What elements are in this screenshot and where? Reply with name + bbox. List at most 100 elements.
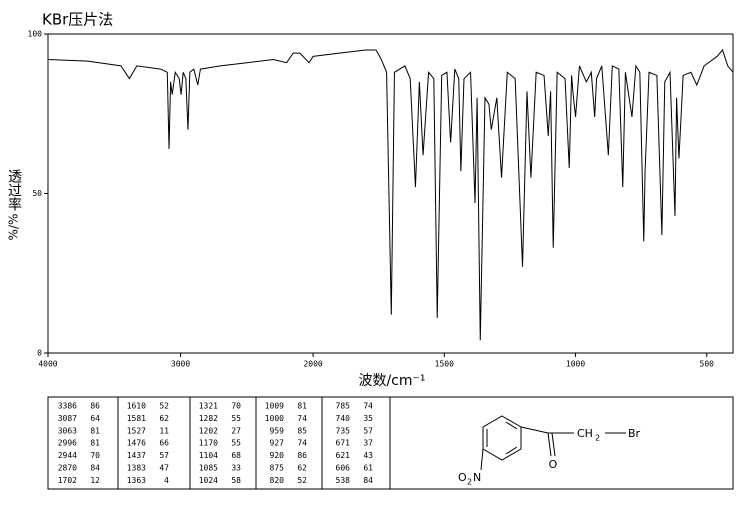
peak-wavenumber: 538 [336,476,351,485]
atom-label: Br [628,427,641,440]
peak-wavenumber: 671 [336,439,351,448]
atom-label: 2 [467,478,472,487]
peak-transmittance: 27 [231,426,241,435]
y-tick-label: 0 [37,349,42,358]
peak-transmittance: 12 [90,476,100,485]
peak-transmittance: 61 [363,464,373,473]
x-tick-label: 4000 [38,360,57,369]
peak-transmittance: 57 [363,426,373,435]
structure [480,415,626,471]
x-tick-label: 3000 [171,360,190,369]
peak-transmittance: 52 [297,476,307,485]
peak-wavenumber: 875 [270,464,285,473]
peak-wavenumber: 1202 [199,426,218,435]
peak-wavenumber: 1321 [199,402,218,411]
peak-wavenumber: 1000 [265,414,284,423]
peak-wavenumber: 1437 [127,451,146,460]
peak-wavenumber: 2944 [58,451,77,460]
peak-wavenumber: 740 [336,414,351,423]
peak-wavenumber: 1009 [265,402,284,411]
peak-transmittance: 74 [297,439,307,448]
peak-transmittance: 81 [90,439,100,448]
bond [547,432,552,457]
double-bond [505,421,518,430]
peak-transmittance: 74 [297,414,307,423]
peak-transmittance: 84 [363,476,373,485]
atom-label: O [458,471,467,484]
peak-transmittance: 47 [159,464,169,473]
y-axis-unit: %/% [7,214,21,241]
atom-label: N [473,471,481,484]
peak-wavenumber: 2996 [58,439,77,448]
peak-wavenumber: 920 [270,451,285,460]
peak-transmittance: 86 [297,451,307,460]
peak-transmittance: 62 [159,414,169,423]
peak-wavenumber: 1282 [199,414,218,423]
peak-wavenumber: 785 [336,402,351,411]
peak-transmittance: 52 [159,402,169,411]
peak-transmittance: 74 [363,402,373,411]
x-tick-label: 2000 [303,360,322,369]
peak-wavenumber: 1527 [127,426,146,435]
plot-frame [47,33,734,354]
bond [551,432,556,457]
atom-label: O [549,458,558,471]
peak-wavenumber: 606 [336,464,351,473]
peak-wavenumber: 3087 [58,414,77,423]
peak-transmittance: 68 [231,451,241,460]
chart-title: KBr压片法 [42,11,113,29]
peak-wavenumber: 1170 [199,439,218,448]
peak-transmittance: 70 [90,451,100,460]
peak-transmittance: 70 [231,402,241,411]
peak-transmittance: 64 [90,414,100,423]
peak-wavenumber: 820 [270,476,285,485]
peak-transmittance: 43 [363,451,373,460]
double-bond [505,446,518,455]
peak-transmittance: 58 [231,476,241,485]
spectrum-line [47,48,734,341]
peak-wavenumber: 1024 [199,476,218,485]
peak-wavenumber: 1702 [58,476,77,485]
peak-wavenumber: 1363 [127,476,146,485]
x-tick-label: 1500 [435,360,454,369]
peak-wavenumber: 927 [270,439,285,448]
peak-wavenumber: 1610 [127,402,146,411]
peak-transmittance: 37 [363,439,373,448]
peak-wavenumber: 959 [270,426,285,435]
peak-wavenumber: 1085 [199,464,218,473]
peak-transmittance: 81 [297,402,307,411]
peak-transmittance: 55 [231,439,241,448]
peak-wavenumber: 1383 [127,464,146,473]
peak-transmittance: 55 [231,414,241,423]
atom-label: 2 [595,434,600,443]
peak-wavenumber: 1104 [199,451,218,460]
peak-transmittance: 86 [90,402,100,411]
atom-label: CH [577,427,593,440]
peak-transmittance: 11 [159,426,169,435]
peak-transmittance: 35 [363,414,373,423]
peak-wavenumber: 3063 [58,426,77,435]
peak-wavenumber: 621 [336,451,351,460]
x-tick-label: 500 [700,360,715,369]
peak-transmittance: 4 [164,476,169,485]
peak-wavenumber: 735 [336,426,351,435]
peak-wavenumber: 1476 [127,439,146,448]
peak-transmittance: 33 [231,464,241,473]
x-tick-label: 1000 [566,360,585,369]
peak-transmittance: 62 [297,464,307,473]
peak-transmittance: 66 [159,439,169,448]
peak-transmittance: 57 [159,451,169,460]
benzene-ring [482,415,522,461]
bond [520,426,549,434]
peak-wavenumber: 3386 [58,402,77,411]
peak-wavenumber: 2870 [58,464,77,473]
y-tick-label: 100 [28,30,43,39]
peak-transmittance: 84 [90,464,100,473]
bond [480,448,484,471]
peak-transmittance: 85 [297,426,307,435]
peak-table [47,396,734,490]
y-tick-label: 50 [32,189,42,198]
peak-transmittance: 81 [90,426,100,435]
y-axis-label: 透过率 [6,169,22,211]
